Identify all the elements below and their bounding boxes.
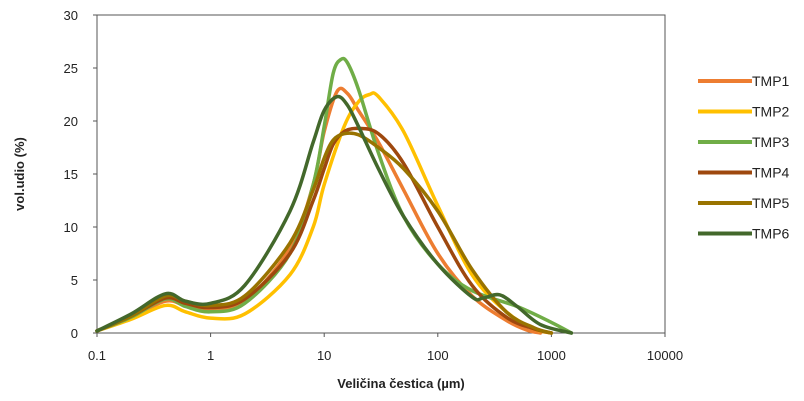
- y-axis-ticks: 0 5 10 15 20 25 30: [64, 8, 97, 341]
- legend-label-tmp6: TMP6: [752, 226, 790, 242]
- legend-label-tmp3: TMP3: [752, 134, 790, 150]
- series-layer: [95, 56, 574, 335]
- series-line-tmp4: [95, 126, 554, 335]
- x-tick-label: 100: [427, 348, 449, 363]
- x-axis-ticks: 0.1 1 10 100 1000 10000: [88, 333, 683, 363]
- legend-label-tmp1: TMP1: [752, 73, 790, 89]
- y-tick-label: 15: [64, 167, 78, 182]
- y-tick-label: 5: [71, 273, 78, 288]
- legend: TMP1 TMP2 TMP3 TMP4 TMP5 TMP6: [698, 73, 790, 242]
- y-tick-label: 30: [64, 8, 78, 23]
- x-tick-label: 0.1: [88, 348, 106, 363]
- x-tick-label: 1000: [537, 348, 566, 363]
- y-tick-label: 25: [64, 61, 78, 76]
- x-tick-label: 1: [207, 348, 214, 363]
- y-tick-label: 10: [64, 220, 78, 235]
- y-tick-label: 0: [71, 326, 78, 341]
- y-axis-title: vol.udio (%): [12, 137, 27, 211]
- series-line-tmp2: [95, 91, 554, 335]
- x-tick-label: 10000: [647, 348, 683, 363]
- x-axis-title: Veličina čestica (µm): [337, 376, 464, 391]
- y-tick-label: 20: [64, 114, 78, 129]
- series-line-tmp3: [95, 56, 574, 335]
- legend-label-tmp4: TMP4: [752, 165, 790, 181]
- series-line-tmp6: [95, 94, 574, 335]
- legend-label-tmp5: TMP5: [752, 195, 790, 211]
- legend-label-tmp2: TMP2: [752, 104, 790, 120]
- x-tick-label: 10: [317, 348, 331, 363]
